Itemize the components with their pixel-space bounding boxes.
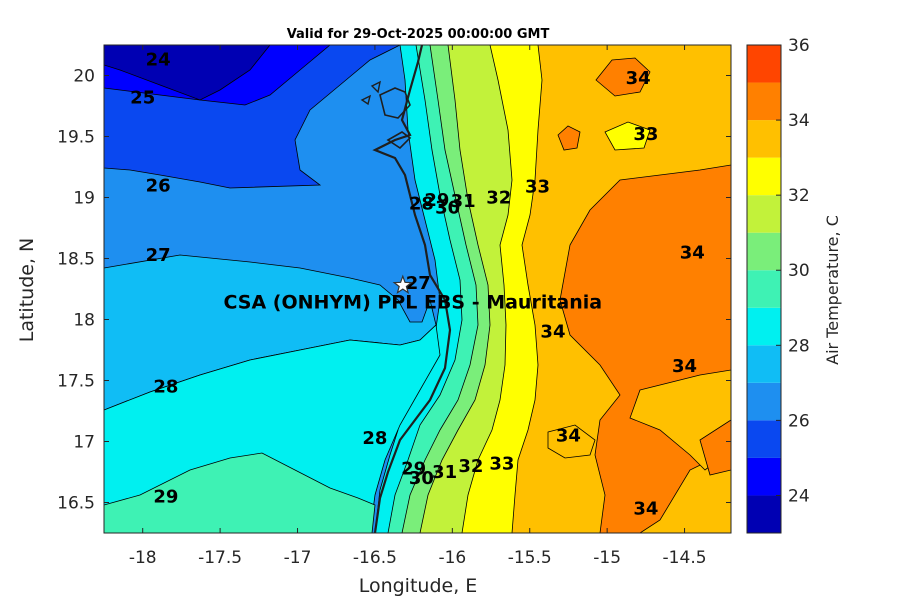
plot-frame — [103, 44, 732, 534]
colorbar: 24 26 28 30 32 34 36 — [746, 36, 810, 534]
contour-label: 29 — [153, 486, 178, 507]
coastline — [372, 45, 452, 533]
contour-label: 32 — [458, 456, 483, 477]
contour-label: 29 — [424, 190, 449, 211]
colorbar-tick-label: 32 — [788, 186, 810, 206]
contour-label: 28 — [409, 194, 434, 215]
x-tick-label: -14.5 — [663, 548, 707, 568]
chart-title: Valid for 29-Oct-2025 00:00:00 GMT — [287, 27, 550, 42]
site-star-icon — [392, 274, 414, 294]
contour-label: 34 — [626, 68, 651, 89]
contour-label: 27 — [146, 245, 171, 266]
band-34-35-se — [699, 419, 731, 476]
colorbar-label: Air Temperature, C — [823, 215, 842, 365]
x-tick-label: -18 — [129, 548, 157, 568]
contour-label: 31 — [451, 191, 476, 212]
y-tick-label: 17.5 — [57, 372, 95, 392]
colorbar-swatch — [747, 157, 781, 196]
y-tick-label: 19.5 — [57, 128, 95, 148]
band-34-35-spot — [557, 125, 581, 151]
contour-label: 34 — [556, 425, 581, 446]
band-32-33-spot — [604, 121, 651, 151]
contour-label: 27 — [406, 273, 431, 294]
colorbar-swatch — [747, 420, 781, 458]
colorbar-swatch — [747, 232, 781, 271]
colorbar-swatch — [747, 82, 781, 121]
contour-label: 28 — [362, 428, 387, 449]
colorbar-swatch — [747, 45, 781, 83]
colorbar-swatch — [747, 345, 781, 383]
colorbar-swatch — [747, 195, 781, 233]
band-34-35-north — [595, 57, 651, 97]
contour-label: 26 — [146, 175, 171, 196]
contour-label: 33 — [525, 177, 550, 198]
contour-label: 31 — [432, 462, 457, 483]
y-tick-label: 18 — [73, 311, 95, 331]
colorbar-frame — [746, 44, 782, 534]
contour-label: 34 — [672, 356, 697, 377]
contour-label: 30 — [435, 197, 460, 218]
island-outline-2 — [386, 131, 412, 150]
contour-label: 33 — [489, 453, 514, 474]
x-tick-label: -16.5 — [353, 548, 397, 568]
x-tick-label: -17.5 — [198, 548, 242, 568]
colorbar-swatch — [747, 457, 781, 496]
band-23-24 — [104, 45, 271, 101]
band-33-34-pocket — [547, 424, 596, 459]
contour-label: 34 — [540, 322, 565, 343]
island-outline-1 — [379, 87, 411, 119]
colorbar-tick-label: 30 — [788, 261, 810, 281]
colorbar-tick-label: 36 — [788, 36, 810, 56]
x-tick-label: -17 — [284, 548, 312, 568]
island-outline-3 — [360, 94, 372, 106]
contour-label: 33 — [633, 124, 658, 145]
contour-label: 30 — [409, 468, 434, 489]
colorbar-swatch — [747, 270, 781, 308]
site-label: CSA (ONHYM) PPL EBS - Mauritania — [223, 291, 602, 313]
y-tick-label: 18.5 — [57, 250, 95, 270]
x-tick-label: -15.5 — [508, 548, 552, 568]
x-tick-label: -16 — [438, 548, 466, 568]
contour-label: 32 — [486, 188, 511, 209]
y-tick-label: 20 — [73, 67, 95, 87]
contour-label: 24 — [146, 50, 171, 71]
contour-label: 25 — [130, 87, 155, 108]
x-axis-label: Longitude, E — [359, 575, 478, 597]
colorbar-swatch — [747, 495, 781, 533]
colorbar-swatch — [747, 120, 781, 158]
y-axis: 16.5 17 17.5 18 18.5 19 19.5 20 — [57, 67, 731, 514]
contour-label: 34 — [633, 499, 658, 520]
band-29-30-west — [104, 452, 376, 533]
contour-label: 28 — [153, 377, 178, 398]
colorbar-tick-label: 28 — [788, 336, 810, 356]
y-axis-label: Latitude, N — [16, 238, 38, 343]
y-tick-label: 19 — [73, 189, 95, 209]
colorbar-swatch — [747, 382, 781, 421]
colorbar-tick-label: 34 — [788, 111, 810, 131]
colorbar-tick-label: 26 — [788, 411, 810, 431]
x-tick-label: -15 — [593, 548, 621, 568]
x-axis: -18 -17.5 -17 -16.5 -16 -15.5 -15 -14.5 — [129, 45, 707, 568]
contour-label: 29 — [401, 458, 426, 479]
contour-label: 34 — [680, 242, 705, 263]
y-tick-label: 17 — [73, 433, 95, 453]
colorbar-tick-label: 24 — [788, 486, 810, 506]
colorbar-swatch — [747, 307, 781, 346]
island-outline-4 — [370, 80, 381, 94]
y-tick-label: 16.5 — [57, 494, 95, 514]
